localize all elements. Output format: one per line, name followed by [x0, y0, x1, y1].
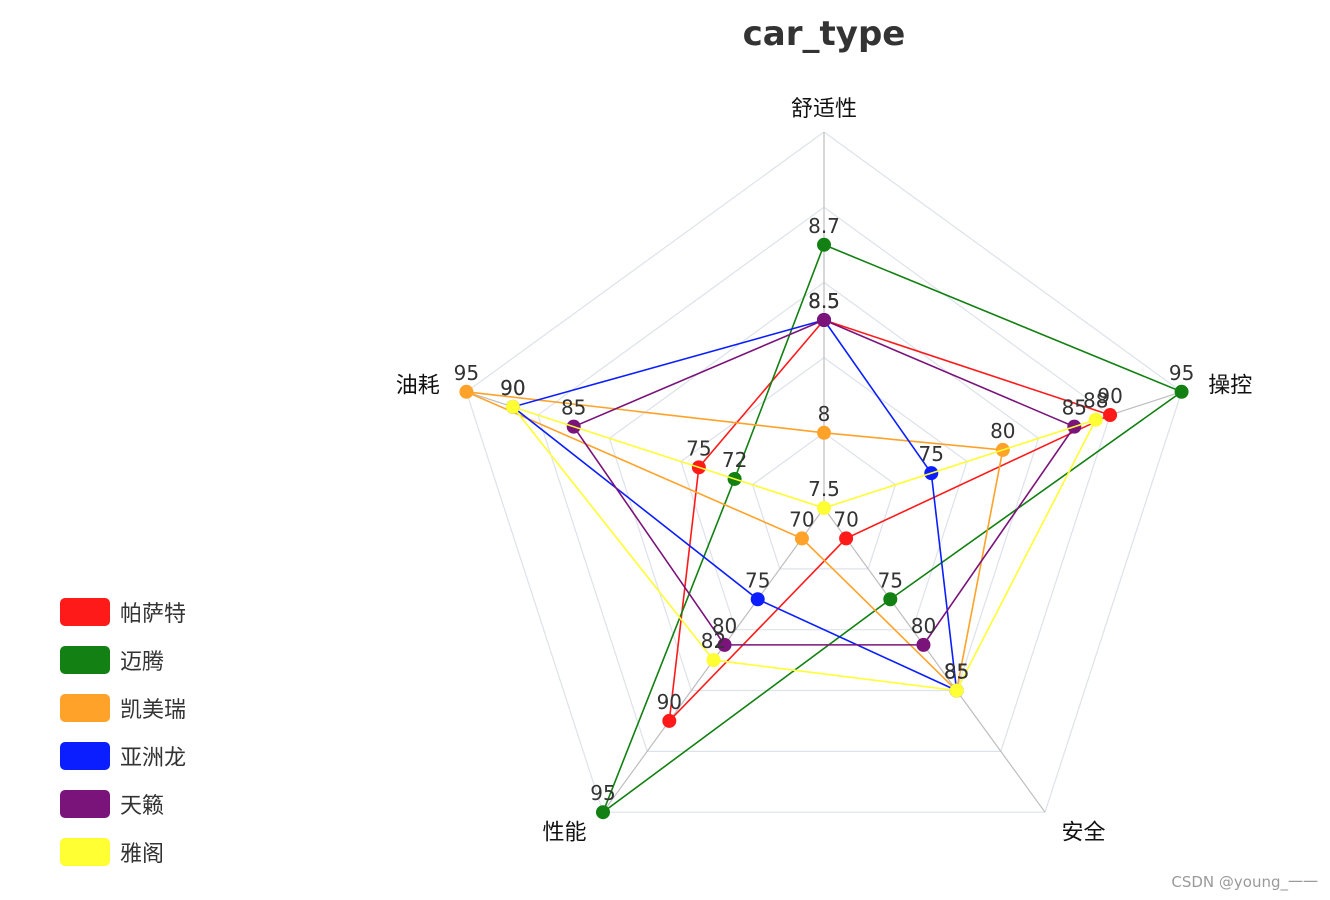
data-label: 8.5	[808, 289, 840, 313]
series-point	[505, 399, 520, 414]
data-label: 75	[745, 568, 770, 592]
chart-title: car_type	[742, 14, 906, 54]
series-point	[662, 713, 677, 728]
data-label: 90	[1097, 384, 1122, 408]
legend-item[interactable]: 雅阁	[60, 828, 186, 876]
legend-swatch	[60, 646, 110, 674]
series-point	[717, 637, 732, 652]
series-point	[817, 425, 831, 440]
series-line	[668, 319, 1113, 724]
data-label: 80	[990, 419, 1015, 443]
data-label: 8.5	[808, 289, 840, 313]
data-label: 95	[454, 361, 479, 385]
data-label: 8.5	[808, 289, 840, 313]
data-label: 75	[686, 436, 711, 460]
legend-item[interactable]: 天籁	[60, 780, 186, 828]
series-point	[817, 313, 831, 327]
data-label: 80	[911, 614, 936, 638]
legend-swatch	[60, 742, 110, 770]
series-line	[601, 243, 1184, 815]
watermark: CSDN @young_一一	[1171, 873, 1318, 891]
grid-ring	[465, 131, 1183, 813]
legend-swatch	[60, 694, 110, 722]
series-point	[1088, 412, 1103, 427]
series-line	[466, 391, 1004, 693]
data-label: 88	[1083, 389, 1108, 413]
legend-label: 天籁	[120, 794, 165, 819]
indicator-label: 舒适性	[791, 97, 857, 122]
legend-swatch	[60, 838, 110, 866]
data-label: 70	[833, 507, 858, 531]
legend-label: 亚洲龙	[120, 746, 187, 771]
data-label: 72	[722, 448, 747, 472]
series-point	[817, 501, 831, 515]
legend-label: 雅阁	[120, 842, 165, 867]
series-line	[510, 405, 1098, 692]
data-label: 90	[500, 376, 525, 400]
indicator-label: 油耗	[396, 373, 440, 398]
legend-swatch	[60, 598, 110, 626]
series-point	[817, 237, 831, 252]
series-point	[595, 805, 610, 820]
series-point	[1103, 408, 1118, 423]
legend-label: 迈腾	[120, 650, 165, 675]
data-label: 8.7	[808, 214, 840, 238]
data-label: 85	[561, 396, 586, 420]
legend-swatch	[60, 790, 110, 818]
series-point	[949, 683, 964, 698]
grid-ring	[751, 432, 897, 570]
legend-item[interactable]: 帕萨特	[60, 588, 186, 636]
legend-item[interactable]: 亚洲龙	[60, 732, 186, 780]
data-label: 90	[657, 690, 682, 714]
data-label: 70	[789, 507, 814, 531]
data-label: 82	[701, 629, 726, 653]
grid-ring	[537, 206, 1111, 752]
series-point	[883, 592, 898, 607]
data-label: 95	[1169, 361, 1194, 385]
series-point	[839, 531, 854, 546]
data-label: 75	[878, 568, 903, 592]
indicator-label: 操控	[1208, 373, 1252, 398]
series-point	[459, 384, 474, 399]
data-label: 7.5	[808, 477, 840, 501]
data-label: 95	[590, 781, 615, 805]
data-label: 85	[944, 660, 969, 684]
data-label: 8	[818, 402, 831, 426]
data-label: 80	[712, 614, 737, 638]
series-point	[794, 531, 809, 546]
axis-line	[823, 507, 1046, 813]
data-label: 75	[919, 442, 944, 466]
series-point	[1174, 384, 1189, 399]
legend-item[interactable]: 迈腾	[60, 636, 186, 684]
legend-label: 帕萨特	[120, 602, 187, 627]
series-point	[706, 653, 721, 668]
series-line	[572, 319, 1076, 646]
data-label: 85	[1062, 396, 1087, 420]
series-point	[750, 592, 765, 607]
data-label: 85	[944, 660, 969, 684]
indicator-label: 安全	[1061, 821, 1105, 846]
legend: 帕萨特迈腾凯美瑞亚洲龙天籁雅阁	[60, 588, 186, 876]
indicator-label: 性能	[543, 821, 587, 846]
data-label: 85	[944, 660, 969, 684]
legend-item[interactable]: 凯美瑞	[60, 684, 186, 732]
series-point	[916, 637, 931, 652]
data-label: 90	[500, 376, 525, 400]
legend-label: 凯美瑞	[120, 698, 187, 723]
